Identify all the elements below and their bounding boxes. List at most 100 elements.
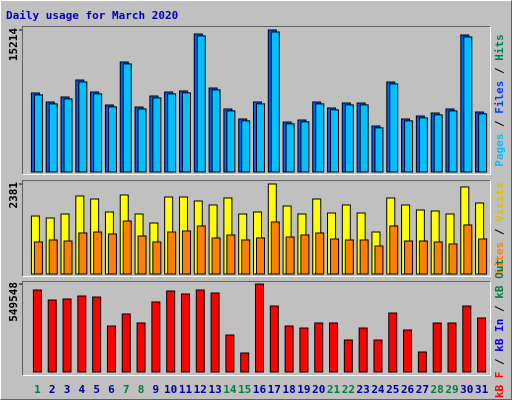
legend-separator: / — [493, 299, 506, 319]
bar — [167, 93, 177, 173]
bar — [107, 106, 117, 173]
x-tick-label: 28 — [431, 383, 444, 396]
bar — [181, 230, 191, 275]
legend-entry: Hits — [493, 34, 506, 61]
bar — [181, 92, 191, 173]
legend: kB F / kB In / kB Out — [493, 259, 506, 398]
bar — [285, 123, 295, 173]
panel-border-light — [22, 281, 491, 376]
panel-border-light — [22, 180, 491, 277]
bar — [180, 293, 190, 373]
bar — [77, 295, 87, 373]
bar — [315, 103, 325, 173]
x-tick-label: 7 — [123, 383, 130, 396]
bar — [404, 120, 414, 173]
bar — [78, 232, 88, 275]
bar — [152, 97, 162, 173]
bar — [136, 322, 146, 373]
bar — [32, 289, 42, 373]
bar — [48, 103, 58, 173]
legend-separator: / — [493, 61, 506, 81]
bar — [63, 240, 73, 275]
bar — [344, 239, 354, 275]
legend-entry: Sites — [493, 242, 506, 275]
x-tick-label: 4 — [79, 383, 86, 396]
legend-entry: Pages — [493, 134, 506, 167]
legend-entry: Visits — [493, 182, 506, 222]
bar — [330, 109, 340, 173]
bar — [462, 305, 472, 373]
x-tick-label: 24 — [371, 383, 385, 396]
x-tick-label: 26 — [401, 383, 415, 396]
bar — [374, 245, 384, 275]
bar — [167, 231, 177, 275]
bar — [47, 299, 57, 373]
panel-border-dark — [22, 281, 491, 376]
bar — [211, 89, 221, 173]
bar — [63, 98, 73, 173]
bar — [226, 110, 236, 173]
bar — [137, 235, 147, 275]
bar — [152, 241, 162, 275]
x-tick-label: 16 — [253, 383, 267, 396]
panel-border-dark — [22, 180, 491, 277]
x-tick-label: 23 — [357, 383, 370, 396]
panel-border-light — [22, 26, 491, 175]
bar — [285, 236, 295, 275]
legend-entry: kB F — [493, 372, 506, 399]
bar — [418, 240, 428, 275]
x-tick-label: 9 — [153, 383, 160, 396]
bar — [137, 108, 147, 173]
x-tick-label: 20 — [312, 383, 325, 396]
bar — [255, 283, 264, 373]
legend-separator: / — [493, 222, 506, 242]
bar — [240, 352, 250, 373]
bar — [478, 113, 488, 173]
bar — [300, 234, 310, 275]
x-tick-label: 29 — [445, 383, 458, 396]
bar — [417, 351, 427, 373]
bar — [478, 238, 488, 275]
bar — [463, 36, 473, 173]
bar — [106, 325, 116, 373]
bar — [463, 224, 473, 275]
bar — [299, 327, 309, 373]
bar — [403, 329, 413, 373]
x-tick-label: 5 — [93, 383, 100, 396]
bar — [93, 231, 103, 275]
bar — [122, 63, 132, 173]
bar — [284, 325, 294, 373]
x-tick-label: 11 — [179, 383, 193, 396]
bar — [448, 110, 458, 173]
bar — [241, 239, 251, 275]
bar — [226, 234, 236, 275]
y-tick-label: 549548 — [7, 282, 20, 322]
bar — [448, 243, 458, 275]
x-tick-label: 15 — [238, 383, 251, 396]
chart-title: Daily usage for March 2020 — [6, 9, 178, 22]
legend: Sites / Visits — [493, 182, 506, 275]
bar — [389, 83, 399, 173]
x-tick-label: 27 — [416, 383, 429, 396]
bar — [48, 239, 58, 275]
bar — [93, 93, 103, 173]
bar — [33, 241, 43, 275]
x-tick-label: 10 — [164, 383, 177, 396]
bar — [270, 31, 280, 173]
bar — [432, 322, 442, 373]
panel-border-dark — [22, 26, 491, 175]
bar — [329, 322, 339, 373]
bar — [359, 104, 369, 173]
x-tick-label: 13 — [208, 383, 221, 396]
bar — [122, 220, 132, 275]
bar — [418, 117, 428, 173]
bar — [107, 233, 117, 275]
bar — [389, 225, 399, 275]
x-tick-label: 2 — [49, 383, 56, 396]
x-tick-label: 12 — [194, 383, 207, 396]
y-tick-label: 15214 — [7, 28, 20, 61]
x-tick-label: 3 — [64, 383, 71, 396]
bar — [196, 225, 206, 275]
